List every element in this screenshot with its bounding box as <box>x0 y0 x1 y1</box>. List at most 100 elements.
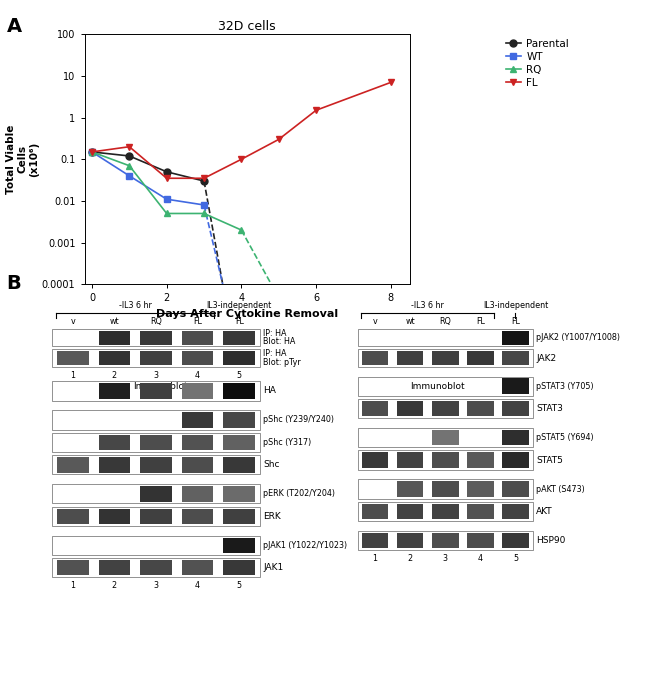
Bar <box>358 349 533 367</box>
Bar <box>467 482 494 497</box>
Parental <box>200 177 208 185</box>
Legend: Parental, WT, RQ, FL: Parental, WT, RQ, FL <box>501 34 573 92</box>
Text: pAKT (S473): pAKT (S473) <box>536 485 585 494</box>
Text: 5: 5 <box>513 554 518 563</box>
Bar <box>396 351 424 365</box>
Text: 3: 3 <box>153 582 159 590</box>
Bar <box>140 351 172 365</box>
Text: pERK (T202/Y204): pERK (T202/Y204) <box>263 489 335 498</box>
Bar <box>358 502 533 521</box>
Text: 3: 3 <box>443 554 448 563</box>
Bar <box>502 401 529 416</box>
Text: -IL3 6 hr: -IL3 6 hr <box>119 301 151 310</box>
Bar <box>224 331 255 345</box>
Text: FL: FL <box>193 317 202 327</box>
Bar <box>140 457 172 473</box>
Text: wt: wt <box>406 317 415 327</box>
Bar <box>99 331 130 345</box>
Bar <box>182 383 213 399</box>
Bar <box>432 351 459 365</box>
Text: FL: FL <box>476 317 485 327</box>
Bar <box>182 486 213 501</box>
Text: STAT5: STAT5 <box>536 456 563 464</box>
Text: 5: 5 <box>237 582 242 590</box>
Bar <box>52 329 260 347</box>
Text: pShc (Y317): pShc (Y317) <box>263 438 311 447</box>
Text: v: v <box>372 317 378 327</box>
Text: pJAK1 (Y1022/Y1023): pJAK1 (Y1022/Y1023) <box>263 540 347 550</box>
Text: Blot: pTyr: Blot: pTyr <box>263 358 301 367</box>
Bar <box>182 457 213 473</box>
Bar <box>396 452 424 468</box>
Bar <box>140 383 172 399</box>
Text: B: B <box>6 274 21 293</box>
Text: 2: 2 <box>112 371 117 380</box>
Text: -IL3 6 hr: -IL3 6 hr <box>411 301 444 310</box>
Bar <box>467 504 494 519</box>
Bar <box>224 560 255 575</box>
Bar <box>358 428 533 447</box>
Bar <box>502 351 529 365</box>
Bar <box>140 331 172 345</box>
Text: HA: HA <box>263 386 276 395</box>
Text: FL: FL <box>511 317 520 327</box>
Bar <box>224 383 255 399</box>
FL <box>88 148 96 156</box>
Text: 4: 4 <box>195 371 200 380</box>
Text: JAK1: JAK1 <box>263 563 283 572</box>
Text: pSTAT5 (Y694): pSTAT5 (Y694) <box>536 433 594 443</box>
Text: RQ: RQ <box>439 317 451 327</box>
Bar <box>224 486 255 501</box>
Y-axis label: Total Viable
Cells
(x10⁶): Total Viable Cells (x10⁶) <box>6 125 39 194</box>
RQ <box>125 162 133 170</box>
Bar <box>467 452 494 468</box>
Bar <box>182 560 213 575</box>
Bar <box>358 399 533 419</box>
Text: Immunoblot: Immunoblot <box>133 382 187 392</box>
Text: JAK2: JAK2 <box>536 353 556 362</box>
Bar <box>358 329 533 347</box>
Bar <box>432 504 459 519</box>
Bar <box>432 401 459 416</box>
Bar <box>432 452 459 468</box>
Parental <box>125 152 133 160</box>
Bar <box>52 536 260 555</box>
Line: WT: WT <box>88 149 207 208</box>
Text: RQ: RQ <box>150 317 162 327</box>
Text: AKT: AKT <box>536 507 553 516</box>
Bar <box>140 508 172 524</box>
WT <box>88 148 96 156</box>
Bar <box>396 533 424 549</box>
Text: IL3-independent: IL3-independent <box>483 301 548 310</box>
Bar <box>57 351 88 365</box>
X-axis label: Days After Cytokine Removal: Days After Cytokine Removal <box>156 309 338 319</box>
Text: Immunoblot: Immunoblot <box>410 382 465 392</box>
Bar <box>52 484 260 503</box>
RQ <box>88 148 96 156</box>
Text: HSP90: HSP90 <box>536 536 566 545</box>
Text: IL3-independent: IL3-independent <box>207 301 272 310</box>
Bar <box>361 504 389 519</box>
Bar <box>52 433 260 452</box>
Bar <box>57 560 88 575</box>
FL <box>387 78 395 86</box>
Bar <box>361 533 389 549</box>
Bar <box>396 482 424 497</box>
Bar <box>140 486 172 501</box>
Text: 1: 1 <box>70 371 75 380</box>
Bar <box>52 381 260 401</box>
Bar <box>467 401 494 416</box>
Bar <box>502 379 529 394</box>
Bar <box>182 508 213 524</box>
Bar <box>57 508 88 524</box>
RQ <box>162 210 170 218</box>
FL <box>125 142 133 151</box>
Line: RQ: RQ <box>88 149 245 234</box>
Bar <box>99 508 130 524</box>
Bar <box>99 434 130 450</box>
Bar <box>52 558 260 577</box>
Text: 4: 4 <box>195 582 200 590</box>
Text: pSTAT3 (Y705): pSTAT3 (Y705) <box>536 382 594 390</box>
Bar <box>99 457 130 473</box>
Text: 4: 4 <box>478 554 483 563</box>
